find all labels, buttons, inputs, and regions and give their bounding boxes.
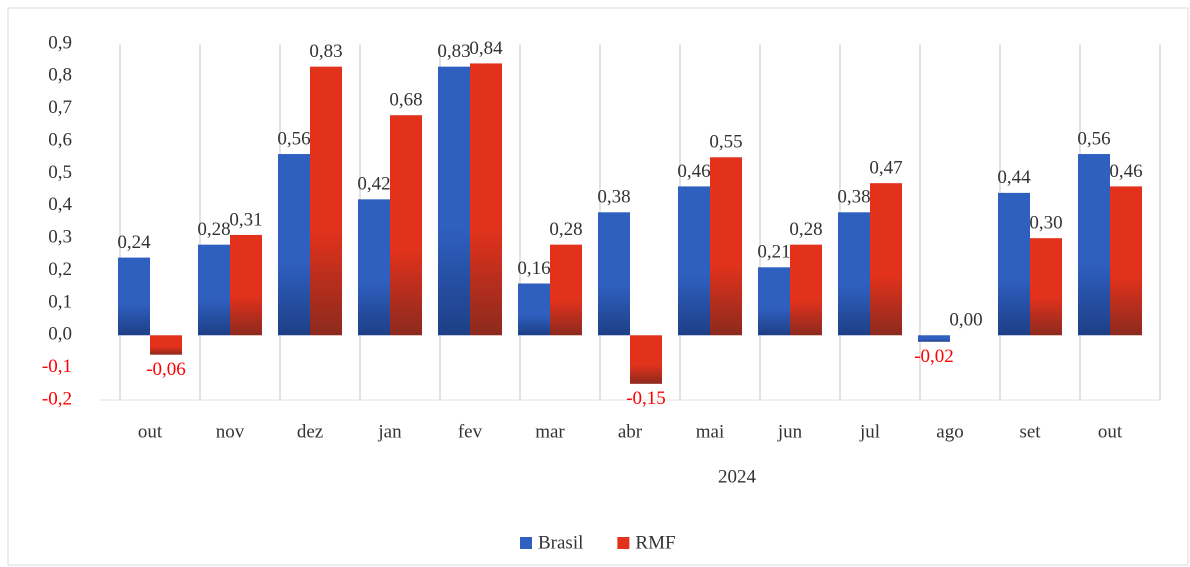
value-label: 0,16	[517, 258, 550, 279]
value-label: -0,15	[626, 388, 666, 409]
bar	[470, 63, 502, 336]
bar	[1030, 238, 1062, 336]
bar	[230, 234, 262, 336]
value-label: 0,42	[357, 174, 390, 195]
y-tick-label: 0,7	[48, 97, 72, 118]
bar	[118, 257, 150, 336]
y-tick-label: -0,2	[42, 388, 72, 409]
bar	[710, 157, 742, 336]
bar	[358, 199, 390, 336]
value-label: 0,84	[469, 38, 503, 59]
value-label: 0,31	[229, 209, 262, 230]
value-label: 0,56	[277, 128, 310, 149]
value-label: 0,55	[709, 132, 742, 153]
value-label: 0,44	[997, 167, 1031, 188]
bar	[918, 335, 950, 342]
bar	[1078, 154, 1110, 336]
y-tick-label: -0,1	[42, 356, 72, 377]
x-tick-label: set	[1019, 421, 1041, 442]
value-label: 0,56	[1077, 128, 1110, 149]
value-label: 0,46	[1109, 161, 1142, 182]
bar	[790, 244, 822, 336]
bar	[598, 212, 630, 336]
bar	[390, 115, 422, 336]
x-tick-label: nov	[216, 421, 245, 442]
value-label: -0,06	[146, 359, 186, 380]
bar	[678, 186, 710, 336]
x-tick-label: out	[138, 421, 163, 442]
y-tick-label: 0,9	[48, 32, 72, 53]
y-tick-label: 0,1	[48, 291, 72, 312]
value-label: 0,30	[1029, 213, 1062, 234]
y-tick-label: 0,2	[48, 259, 72, 280]
x-tick-label: ago	[936, 421, 963, 442]
bar	[278, 154, 310, 336]
value-label: 0,00	[949, 310, 982, 331]
bar	[1110, 186, 1142, 336]
legend-swatch	[617, 537, 630, 549]
bar	[838, 212, 870, 336]
bar	[438, 66, 470, 336]
x-tick-label: jul	[859, 421, 880, 442]
value-label: 0,38	[837, 187, 870, 208]
value-label: 0,21	[757, 242, 790, 263]
value-label: 0,46	[677, 161, 710, 182]
x-tick-label: out	[1098, 421, 1123, 442]
value-label: 0,83	[437, 41, 470, 62]
value-label: 0,28	[789, 219, 822, 240]
x-tick-label: fev	[458, 421, 483, 442]
y-tick-label: 0,6	[48, 129, 72, 150]
bar	[150, 335, 182, 355]
bar	[310, 66, 342, 336]
bar	[870, 183, 902, 336]
value-label: 0,38	[597, 187, 630, 208]
value-label: 0,83	[309, 41, 342, 62]
legend-label: RMF	[635, 532, 675, 553]
value-label: 0,68	[389, 90, 422, 111]
value-label: 0,47	[869, 158, 902, 179]
y-tick-label: 0,3	[48, 227, 72, 248]
value-label: 0,28	[197, 219, 230, 240]
bar	[630, 335, 662, 384]
x-axis-label: 2024	[718, 466, 757, 487]
bar	[758, 267, 790, 336]
y-tick-label: 0,5	[48, 162, 72, 183]
legend-swatch	[520, 537, 532, 549]
x-tick-label: jan	[377, 421, 402, 442]
value-label: 0,24	[117, 232, 151, 253]
x-tick-label: dez	[297, 421, 323, 442]
x-tick-label: abr	[618, 421, 643, 442]
legend-label: Brasil	[538, 532, 583, 553]
y-tick-label: 0,4	[48, 194, 72, 215]
bar	[198, 244, 230, 336]
value-label: -0,02	[914, 346, 954, 367]
bar	[550, 244, 582, 336]
bar	[518, 283, 550, 336]
bar	[998, 192, 1030, 336]
x-tick-label: mai	[696, 421, 725, 442]
y-tick-label: 0,0	[48, 324, 72, 345]
x-tick-label: jun	[777, 421, 803, 442]
value-label: 0,28	[549, 219, 582, 240]
x-tick-label: mar	[535, 421, 565, 442]
y-tick-label: 0,8	[48, 65, 72, 86]
